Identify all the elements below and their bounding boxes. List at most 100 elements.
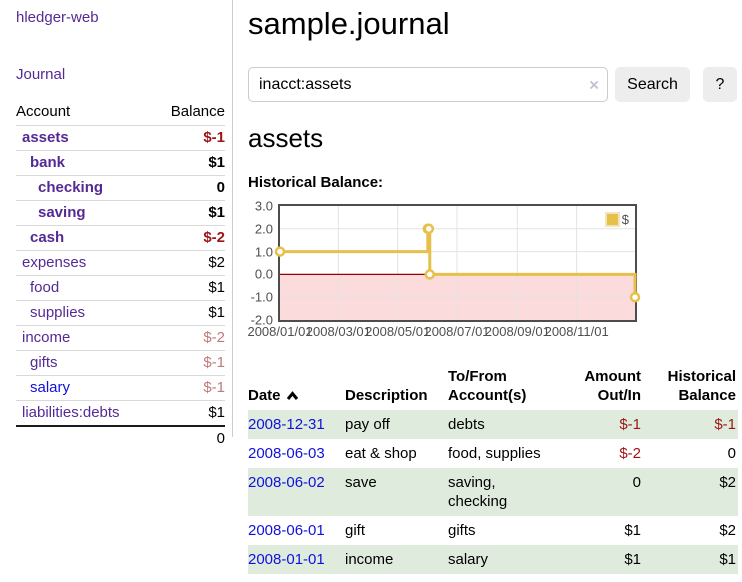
clear-search-icon[interactable]: ×	[589, 75, 599, 94]
account-heading: assets	[248, 123, 324, 153]
app-brand-link[interactable]: hledger-web	[16, 9, 99, 26]
account-link[interactable]: income	[22, 329, 71, 346]
account-row: salary $-1	[16, 375, 225, 400]
balance-chart: $ 3.0 2.0 1.0 0.0 -1.0 -2.0 2008/01/01 2008/03/…	[247, 199, 742, 344]
description-cell: income	[345, 545, 448, 574]
account-balance: $-1	[203, 129, 225, 146]
search-input[interactable]	[248, 67, 608, 102]
account-link[interactable]: expenses	[22, 254, 87, 271]
chart-legend: $	[602, 211, 631, 228]
table-row: 2008-01-01 income salary $1 $1	[248, 545, 738, 574]
table-row: 2008-12-31 pay off debts $-1 $-1	[248, 410, 738, 439]
account-link[interactable]: checking	[38, 179, 104, 196]
legend-swatch-icon	[604, 212, 620, 227]
x-axis-tick-label: 2008/11/01	[544, 324, 609, 339]
chart-series	[274, 206, 641, 320]
account-row: checking 0	[16, 175, 225, 200]
account-link[interactable]: food	[30, 279, 60, 296]
transaction-date-link[interactable]: 2008-06-03	[248, 445, 325, 462]
date-header-label: Date	[248, 387, 281, 404]
balance-column-header: Balance	[170, 103, 225, 120]
table-row: 2008-06-02 save saving, checking 0 $2	[248, 468, 738, 516]
amount-cell: 0	[553, 468, 643, 516]
accounts-table-header: Account Balance	[16, 101, 225, 125]
amount-cell: $1	[553, 545, 643, 574]
description-column-header: Description	[345, 387, 428, 404]
account-row: income $-2	[16, 325, 225, 350]
x-axis-tick-label: 2008/01/01	[247, 324, 313, 339]
sort-ascending-icon	[286, 391, 298, 400]
table-row: 2008-06-01 gift gifts $1 $2	[248, 516, 738, 545]
account-balance: 0	[216, 179, 225, 196]
page-title: sample.journal	[248, 6, 450, 41]
x-axis-tick-label: 2008/03/01	[305, 324, 371, 339]
account-row: supplies $1	[16, 300, 225, 325]
balance-cell: $-1	[643, 410, 738, 439]
account-balance: $1	[208, 404, 225, 421]
description-cell: eat & shop	[345, 445, 417, 462]
account-row: bank $1	[16, 150, 225, 175]
account-balance: $-1	[203, 354, 225, 371]
x-axis-tick-label: 2008/07/01	[424, 324, 490, 339]
table-row: 2008-06-03 eat & shop food, supplies $-2 0	[248, 439, 738, 468]
description-cell: save	[345, 468, 448, 516]
account-column-header: Account	[16, 103, 71, 120]
date-column-header[interactable]: Date	[248, 365, 345, 410]
x-axis-tick-label: 2008/09/01	[484, 324, 550, 339]
y-axis-tick-label: -2.0	[250, 312, 273, 328]
main-content: sample.journal × Search ? assets Histori…	[247, 0, 742, 574]
accounts-table: Account Balance assets $-1 bank $1 checking 0…	[16, 101, 225, 451]
accounts-cell: gifts	[448, 522, 476, 539]
amount-cell: $-2	[619, 445, 641, 462]
y-axis-tick-label: -1.0	[250, 289, 273, 305]
account-balance: $1	[208, 154, 225, 171]
account-row: cash $-2	[16, 225, 225, 250]
search-bar: × Search ?	[248, 67, 742, 102]
account-balance: $1	[208, 204, 225, 221]
accounts-total: 0	[16, 425, 225, 451]
amount-cell: $-1	[553, 410, 643, 439]
transaction-date-link[interactable]: 2008-12-31	[248, 416, 325, 433]
y-axis-tick-label: 3.0	[254, 198, 273, 214]
account-balance: $2	[208, 254, 225, 271]
account-link[interactable]: supplies	[30, 304, 86, 321]
transaction-date-link[interactable]: 2008-01-01	[248, 551, 325, 568]
accounts-cell: food, supplies	[448, 445, 541, 462]
account-row: expenses $2	[16, 250, 225, 275]
description-cell: pay off	[345, 410, 448, 439]
x-axis-tick-label: 2008/05/01	[365, 324, 431, 339]
accounts-column-header: To/From Account(s)	[448, 368, 527, 404]
chart-title: Historical Balance:	[248, 174, 384, 191]
account-link[interactable]: salary	[30, 379, 71, 396]
help-button[interactable]: ?	[703, 67, 737, 102]
account-link[interactable]: saving	[38, 204, 86, 221]
sidebar-item-journal[interactable]: Journal	[16, 66, 66, 83]
balance-cell: 0	[727, 445, 736, 462]
accounts-cell: salary	[448, 545, 553, 574]
transaction-date-link[interactable]: 2008-06-01	[248, 522, 325, 539]
register-header-row: Date Description To/From Account(s) Amou…	[248, 365, 738, 410]
balance-cell: $2	[643, 468, 738, 516]
account-balance: $-1	[203, 379, 225, 396]
account-link[interactable]: cash	[30, 229, 65, 246]
account-balance: $1	[208, 279, 225, 296]
account-row: assets $-1	[16, 125, 225, 150]
legend-label: $	[621, 212, 629, 227]
amount-column-header: Amount Out/In	[584, 368, 641, 404]
account-balance: $-2	[203, 229, 225, 246]
accounts-cell: debts	[448, 410, 553, 439]
chart-plot-area: $	[274, 204, 641, 322]
amount-cell: $1	[624, 522, 641, 539]
account-row: food $1	[16, 275, 225, 300]
account-link[interactable]: bank	[30, 154, 66, 171]
y-axis-tick-label: 1.0	[254, 244, 273, 260]
account-row: gifts $-1	[16, 350, 225, 375]
y-axis-tick-label: 2.0	[254, 221, 273, 237]
account-balance: $-2	[203, 329, 225, 346]
account-link[interactable]: liabilities:debts	[22, 404, 120, 421]
accounts-cell: saving, checking	[448, 468, 553, 516]
account-link[interactable]: assets	[22, 129, 69, 146]
account-link[interactable]: gifts	[30, 354, 58, 371]
search-button[interactable]: Search	[615, 67, 690, 102]
transaction-date-link[interactable]: 2008-06-02	[248, 474, 325, 491]
